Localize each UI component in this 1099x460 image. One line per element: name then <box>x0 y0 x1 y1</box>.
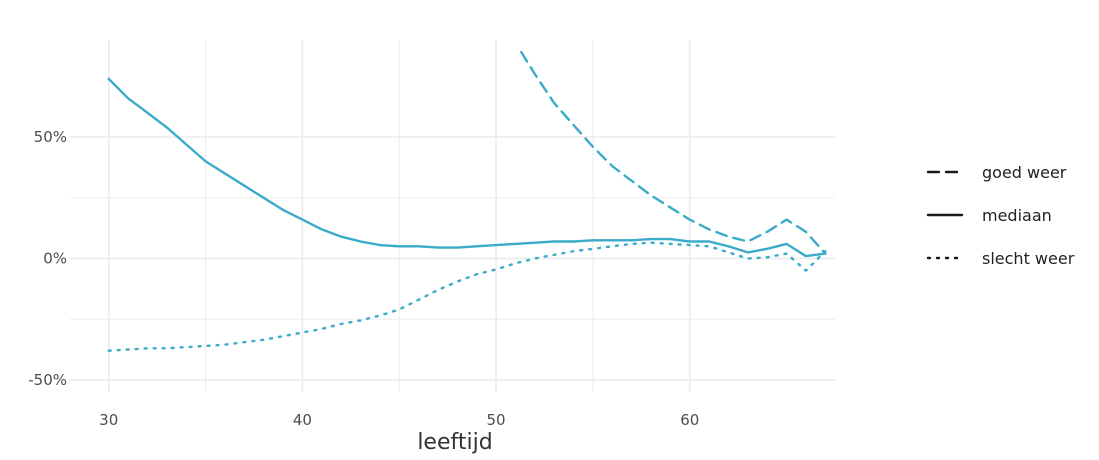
x-tick-label: 40 <box>293 411 312 429</box>
grid-minor <box>70 40 835 392</box>
x-tick-label: 30 <box>99 411 118 429</box>
series-line-goed-weer <box>520 50 827 255</box>
series-line-slecht-weer <box>107 241 827 352</box>
y-tick-labels: -50% 0% 50% <box>28 128 67 389</box>
y-tick-label: 50% <box>34 128 67 146</box>
y-tick-label: 0% <box>43 249 67 267</box>
legend-label: slecht weer <box>982 249 1075 268</box>
legend-label: mediaan <box>982 206 1052 225</box>
x-tick-label: 60 <box>680 411 699 429</box>
legend: goed weer mediaan slecht weer <box>926 163 1075 268</box>
x-axis-title: leeftijd <box>417 430 492 455</box>
x-tick-label: 50 <box>487 411 506 429</box>
grid-major <box>70 40 835 392</box>
y-tick-label: -50% <box>28 371 67 389</box>
series-line-mediaan <box>107 77 827 258</box>
legend-label: goed weer <box>982 163 1067 182</box>
x-tick-labels: 30 40 50 60 <box>99 411 699 429</box>
series-layer <box>107 50 827 352</box>
